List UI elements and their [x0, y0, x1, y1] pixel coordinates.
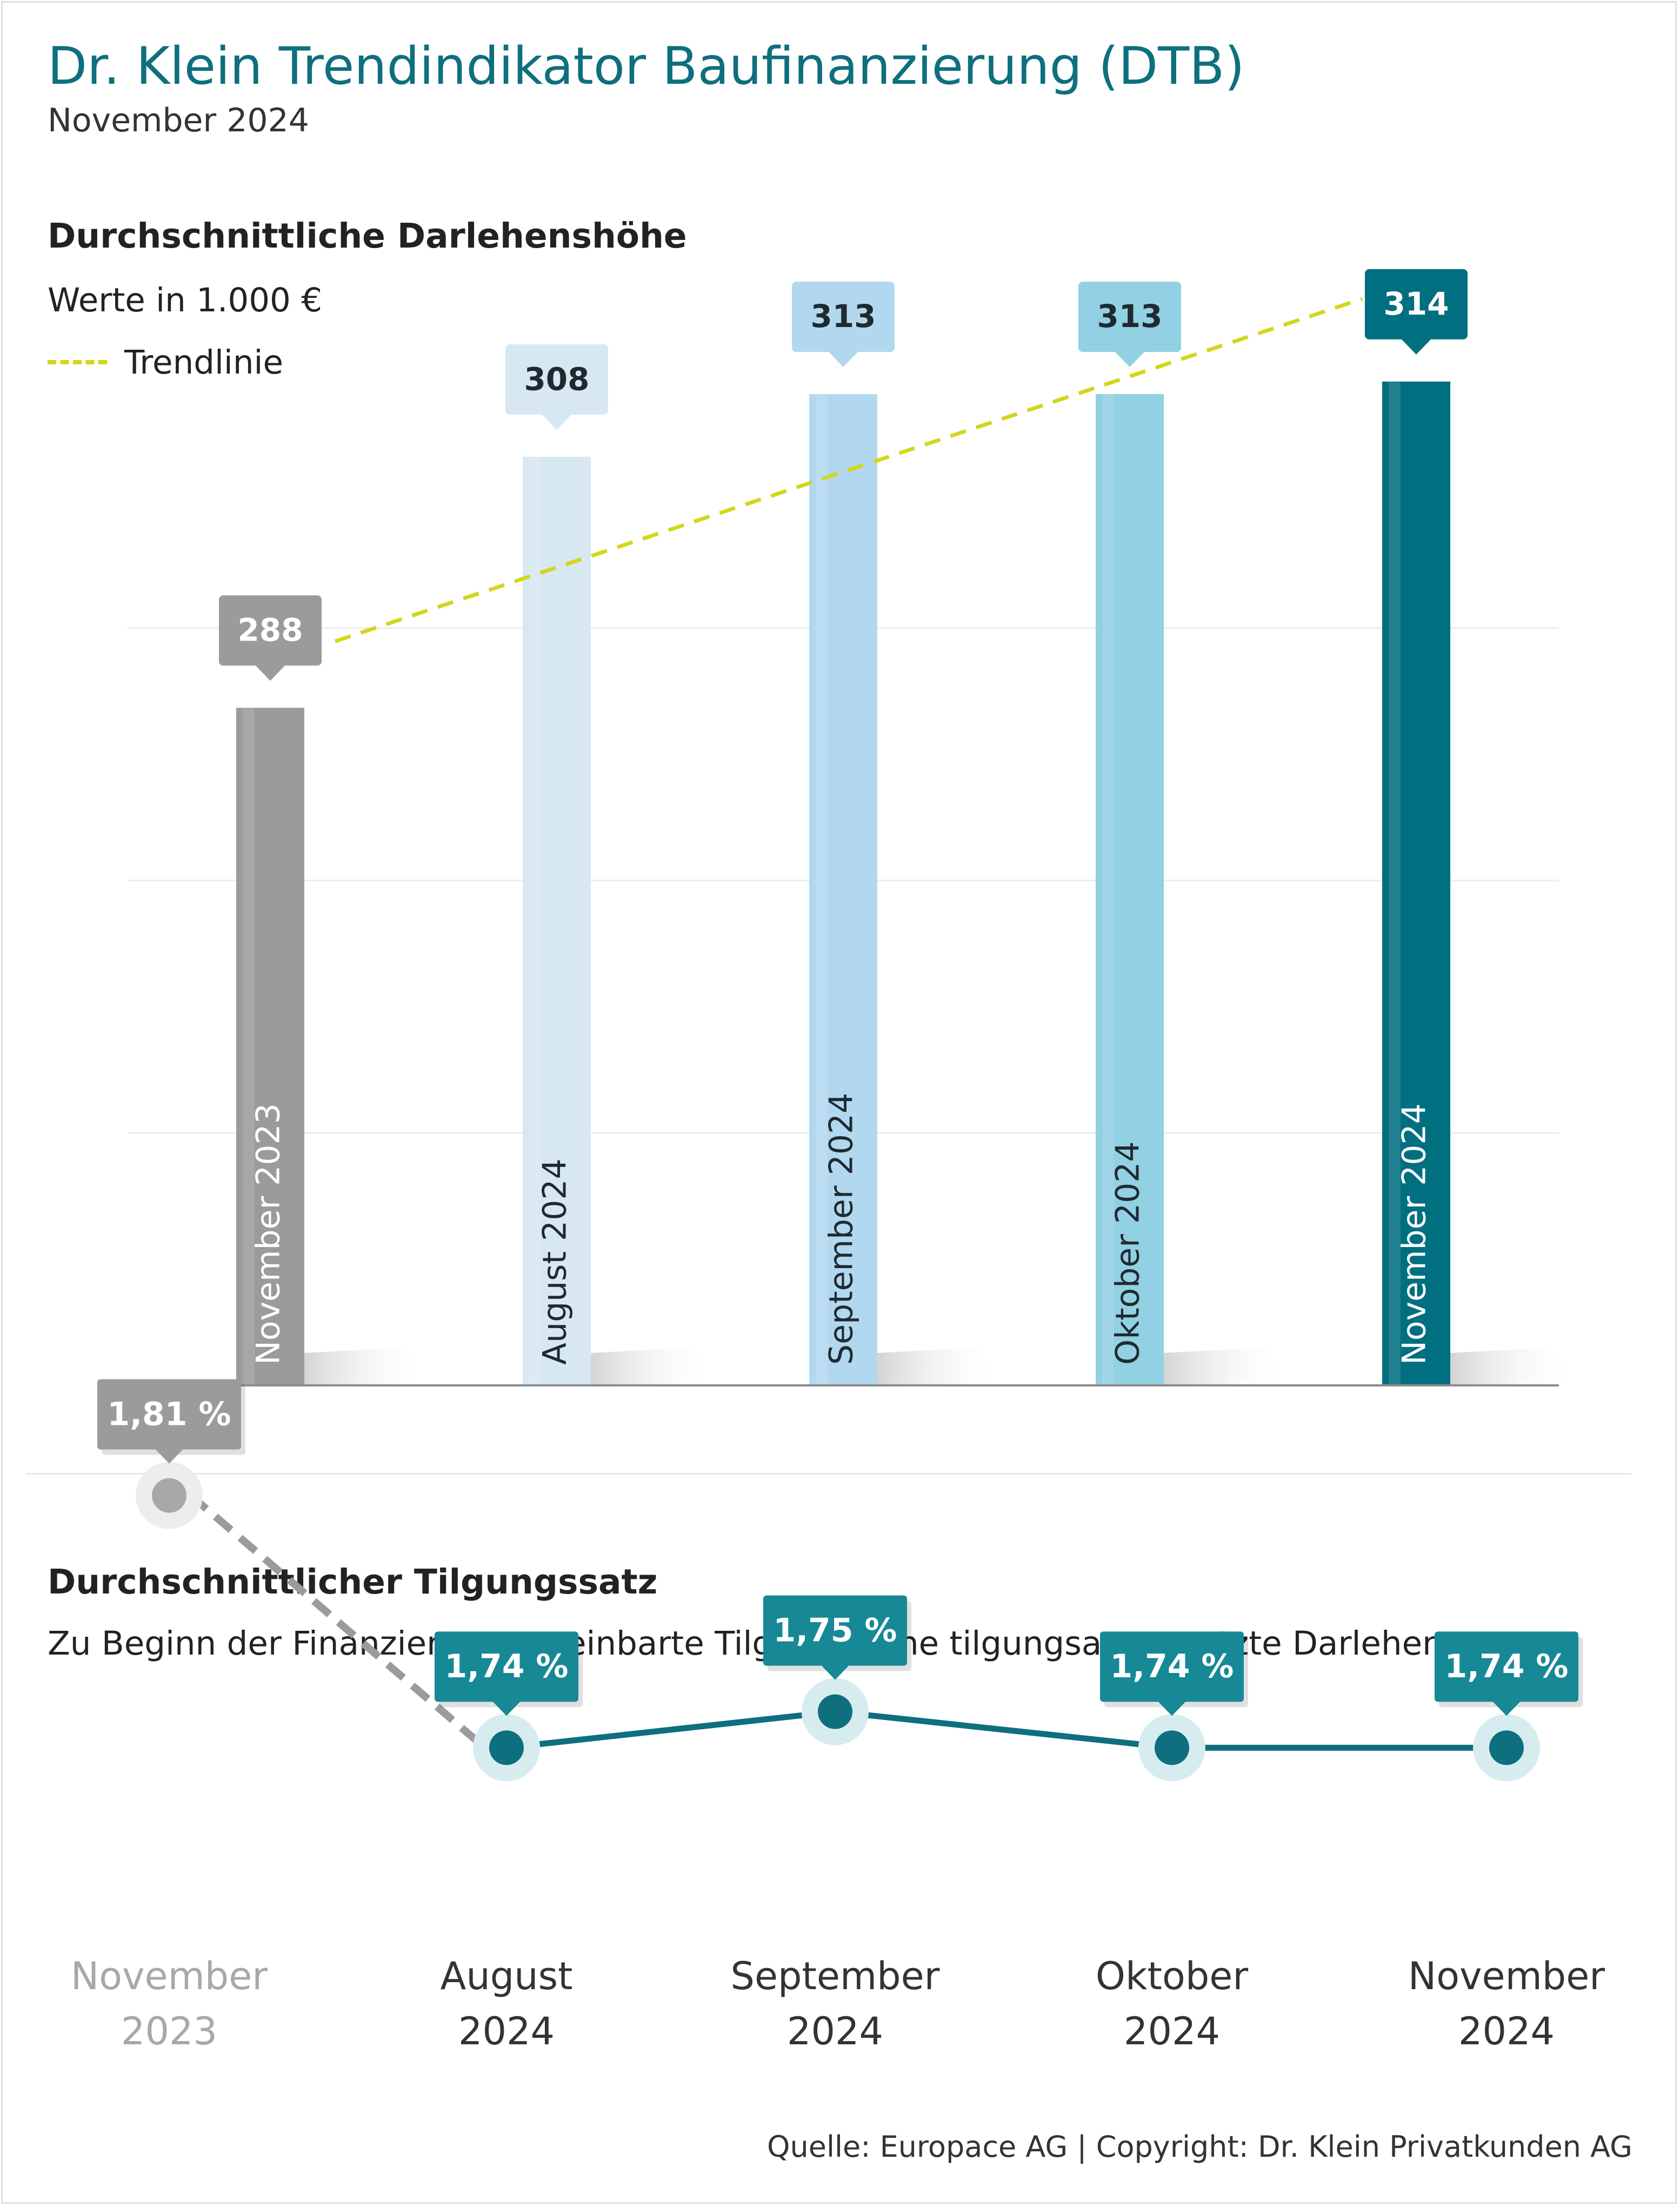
bar-category-label: Oktober 2024 [1109, 1141, 1147, 1365]
bar-category-label: November 2023 [250, 1103, 288, 1365]
data-point [1155, 1730, 1189, 1765]
value-callout-pointer [255, 665, 285, 681]
value-label: 1,74 % [1110, 1648, 1234, 1685]
bar-shadow [304, 1348, 429, 1385]
data-point [489, 1730, 524, 1765]
bar-shadow [1450, 1348, 1575, 1385]
bar-highlight [1102, 394, 1114, 1385]
value-label: 314 [1383, 285, 1449, 322]
trend-legend-label: Trendlinie [124, 343, 283, 382]
section-divider [26, 1473, 1631, 1475]
bar [523, 457, 591, 1386]
bar-category-label: August 2024 [536, 1158, 574, 1365]
bar-category-label: November 2024 [1396, 1103, 1434, 1365]
data-point [818, 1694, 852, 1729]
bar-chart-title: Durchschnittliche Darlehenshöhe [48, 216, 687, 256]
value-callout-pointer [1115, 351, 1145, 368]
data-point [1489, 1730, 1524, 1765]
page-subtitle: November 2024 [48, 102, 309, 139]
value-label: 1,74 % [444, 1648, 568, 1685]
value-callout [792, 282, 895, 352]
value-label: 313 [1097, 298, 1162, 335]
source-note: Quelle: Europace AG | Copyright: Dr. Kle… [767, 2130, 1632, 2164]
bar-highlight [816, 394, 828, 1385]
value-callout-pointer [1158, 1701, 1186, 1716]
value-callout [763, 1595, 907, 1666]
value-label: 288 [237, 612, 303, 649]
bar [1382, 381, 1450, 1385]
line-chart-title: Durchschnittlicher Tilgungssatz [48, 1562, 658, 1602]
bar-shadow [1164, 1348, 1288, 1385]
value-label: 1,74 % [1444, 1648, 1568, 1685]
bar [809, 394, 877, 1385]
category-label: 2024 [458, 2009, 555, 2053]
value-callout-pointer [828, 351, 858, 368]
value-label: 1,75 % [773, 1611, 897, 1649]
trend-line [334, 297, 1363, 643]
value-callout [1435, 1631, 1578, 1702]
bar-highlight [1389, 381, 1401, 1385]
bar-chart: November 2023 288 August 2024 308 September … [128, 269, 1575, 1386]
bar [236, 708, 304, 1385]
value-callout-pointer [492, 1701, 521, 1716]
category-label: September [731, 1954, 940, 1998]
legend: Trendlinie [48, 335, 283, 389]
category-label: 2024 [787, 2009, 883, 2053]
line-segment-dashed [188, 1492, 488, 1751]
bar-highlight [529, 457, 541, 1386]
value-callout [97, 1379, 241, 1450]
bar-shadow [877, 1348, 1002, 1385]
value-label: 313 [810, 298, 876, 335]
data-point [152, 1478, 186, 1513]
value-callout [1365, 269, 1468, 339]
bar-shadow [591, 1348, 715, 1385]
bar-highlight [243, 708, 255, 1385]
category-label: 2023 [121, 2009, 217, 2053]
value-callout-pointer [542, 414, 572, 430]
bar-category-label: September 2024 [823, 1093, 861, 1365]
value-callout [435, 1631, 578, 1702]
value-callout [219, 595, 322, 666]
value-callout-pointer [1401, 338, 1431, 355]
value-label: 308 [524, 361, 589, 397]
category-label: August [441, 1954, 573, 1998]
trend-legend-swatch [48, 360, 107, 364]
value-callout-pointer [155, 1449, 183, 1464]
value-callout [1078, 282, 1181, 352]
page-title: Dr. Klein Trendindikator Baufinanzierung… [48, 37, 1245, 96]
category-label: November [71, 1954, 268, 1998]
category-label: Oktober [1096, 1954, 1248, 1998]
value-label: 1,81 % [107, 1395, 231, 1433]
value-callout [1100, 1631, 1244, 1702]
category-label: 2024 [1124, 2009, 1220, 2053]
line-series [506, 1709, 1506, 1751]
bar-chart-subtitle: Werte in 1.000 € [48, 281, 323, 319]
value-callout-pointer [1492, 1701, 1521, 1716]
category-label: November [1408, 1954, 1605, 1998]
value-callout-pointer [821, 1665, 849, 1680]
category-label: 2024 [1458, 2009, 1555, 2053]
value-callout [505, 344, 608, 415]
bar [1096, 394, 1164, 1385]
